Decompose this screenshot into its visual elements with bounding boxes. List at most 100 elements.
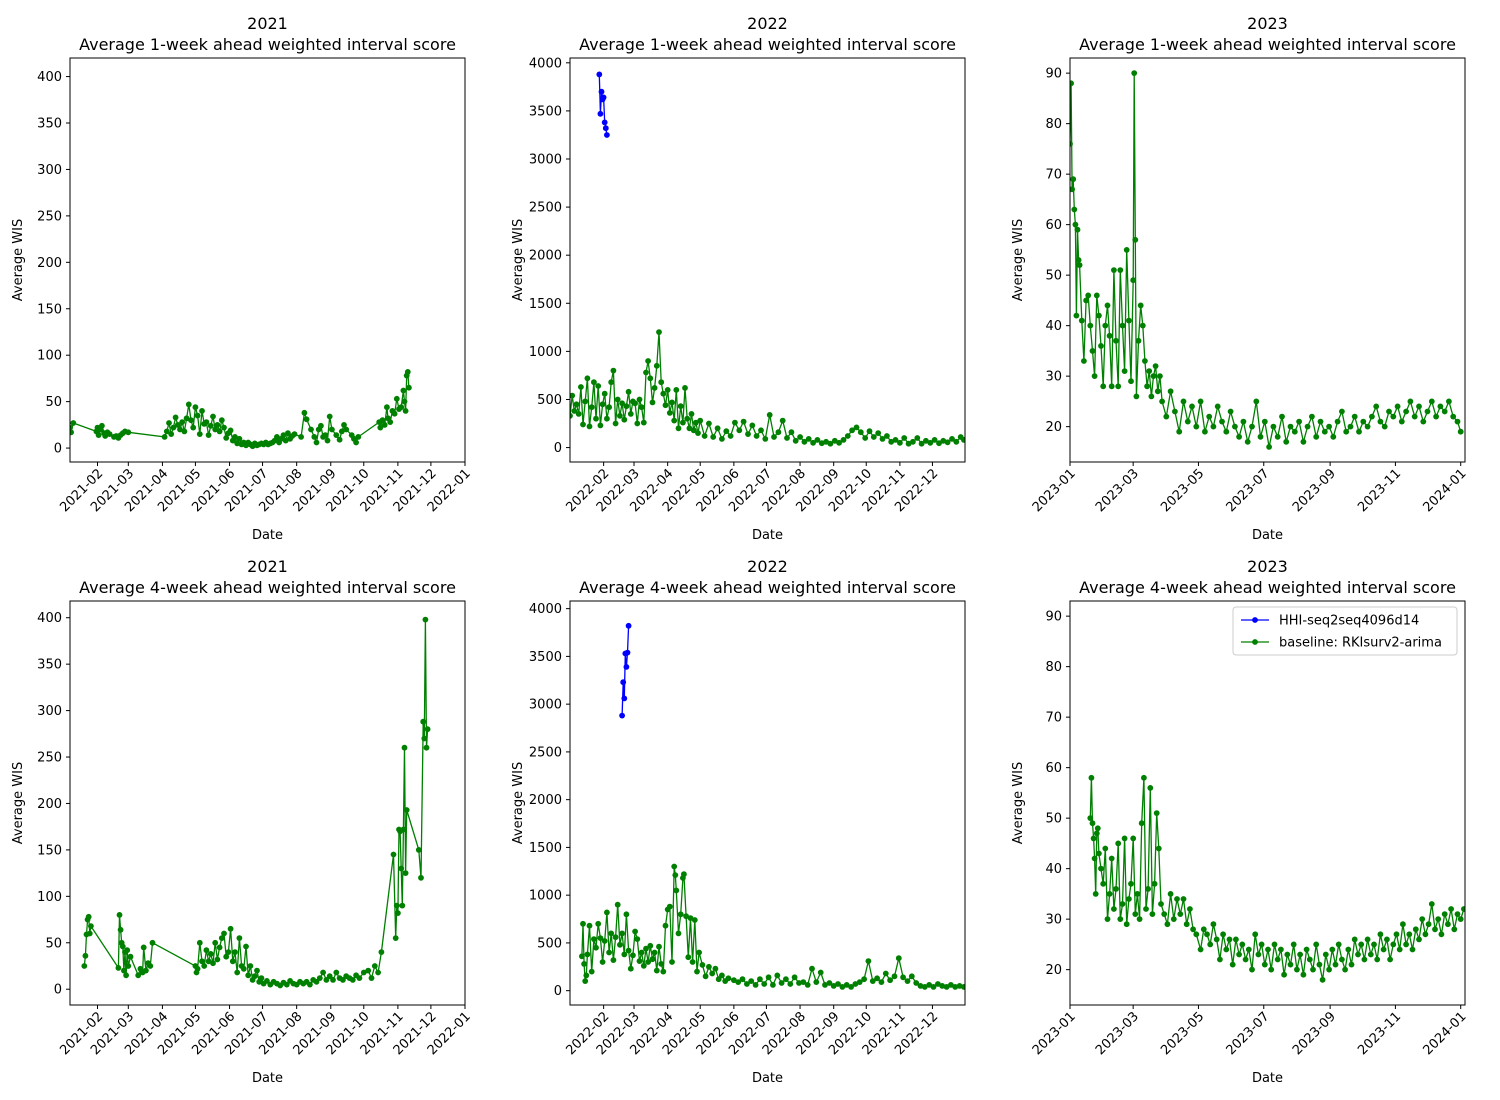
y-tick-label: 80 <box>1045 117 1062 132</box>
data-point <box>869 978 876 984</box>
y-tick-label: 3000 <box>529 153 562 168</box>
data-point <box>223 953 230 960</box>
data-point <box>673 887 680 894</box>
data-point <box>121 967 127 974</box>
data-point <box>593 415 599 422</box>
data-point <box>212 426 219 433</box>
data-point <box>1258 941 1265 948</box>
data-point <box>680 419 686 426</box>
data-point <box>749 422 756 429</box>
axes-frame <box>69 57 466 463</box>
data-point <box>135 972 142 979</box>
y-tick-label: 2500 <box>529 201 562 216</box>
data-point <box>1108 383 1115 390</box>
data-point <box>1184 418 1191 425</box>
data-point <box>788 429 795 436</box>
data-point <box>343 426 350 433</box>
data-point <box>264 978 270 984</box>
data-point <box>85 913 92 920</box>
y-tick-label: 60 <box>1045 761 1062 776</box>
data-point <box>1304 423 1311 430</box>
data-point <box>671 863 678 870</box>
data-point <box>323 977 330 983</box>
data-point <box>1373 403 1380 410</box>
data-point <box>601 119 608 126</box>
data-point <box>595 383 602 389</box>
y-tick-label: 250 <box>37 751 62 766</box>
data-point <box>1098 343 1104 349</box>
data-point <box>1076 262 1083 268</box>
data-point <box>857 429 864 436</box>
data-point <box>1074 226 1081 233</box>
data-point <box>1072 221 1079 228</box>
data-point <box>706 420 712 427</box>
data-point <box>1364 423 1371 430</box>
data-point <box>822 982 828 988</box>
data-point <box>697 417 704 424</box>
data-point <box>627 965 634 972</box>
data-point <box>1406 931 1413 938</box>
y-tick-label: 0 <box>54 442 62 457</box>
data-point <box>399 902 406 909</box>
data-point <box>787 981 794 987</box>
data-point <box>771 434 777 440</box>
data-point <box>1438 931 1445 938</box>
y-tick-label: 40 <box>1045 319 1062 334</box>
data-point <box>393 395 400 402</box>
data-point <box>371 963 378 969</box>
data-point <box>1334 418 1341 425</box>
data-point <box>669 399 675 406</box>
data-point <box>1128 880 1134 887</box>
data-point <box>316 975 323 981</box>
data-point <box>403 807 410 813</box>
data-point <box>675 930 682 937</box>
data-point <box>1400 921 1406 928</box>
y-tick-label: 1000 <box>529 889 562 904</box>
data-point <box>715 976 722 983</box>
data-point <box>258 975 265 981</box>
data-point <box>1210 423 1217 430</box>
data-point <box>948 982 954 988</box>
y-tick-label: 20 <box>1045 420 1062 435</box>
data-point <box>1111 906 1117 912</box>
data-point <box>188 417 194 424</box>
data-point <box>1270 423 1277 430</box>
data-point <box>1394 403 1401 410</box>
data-point <box>586 922 593 929</box>
data-point <box>1291 428 1298 435</box>
data-point <box>234 440 241 447</box>
data-point <box>621 416 628 423</box>
data-point <box>303 416 310 423</box>
data-point <box>329 426 335 433</box>
data-point <box>1343 428 1350 435</box>
data-point <box>1433 413 1439 420</box>
data-point <box>614 396 621 403</box>
data-point <box>662 922 669 929</box>
data-point <box>656 943 662 950</box>
data-point <box>856 979 863 985</box>
legend-marker <box>1252 617 1258 623</box>
data-point <box>884 433 890 439</box>
chart-subtitle: Average 4-week ahead weighted interval s… <box>579 578 956 597</box>
data-point <box>1428 901 1435 907</box>
data-point <box>1091 373 1098 379</box>
data-point <box>221 424 227 431</box>
data-point <box>232 434 238 440</box>
data-point <box>1210 921 1217 928</box>
data-point <box>1454 911 1461 917</box>
y-axis-label: Average WIS <box>1011 762 1026 844</box>
y-tick-label: 500 <box>537 393 562 408</box>
data-point <box>1119 322 1126 329</box>
data-point <box>843 982 850 988</box>
data-point <box>606 404 612 411</box>
data-point <box>580 421 586 428</box>
data-point <box>926 982 933 988</box>
data-point <box>584 951 591 958</box>
data-point <box>689 959 696 965</box>
data-point <box>861 976 867 983</box>
data-point <box>891 973 898 980</box>
data-point <box>1135 337 1142 344</box>
data-point <box>1310 966 1316 973</box>
data-point <box>895 955 902 962</box>
data-point <box>1163 413 1170 420</box>
